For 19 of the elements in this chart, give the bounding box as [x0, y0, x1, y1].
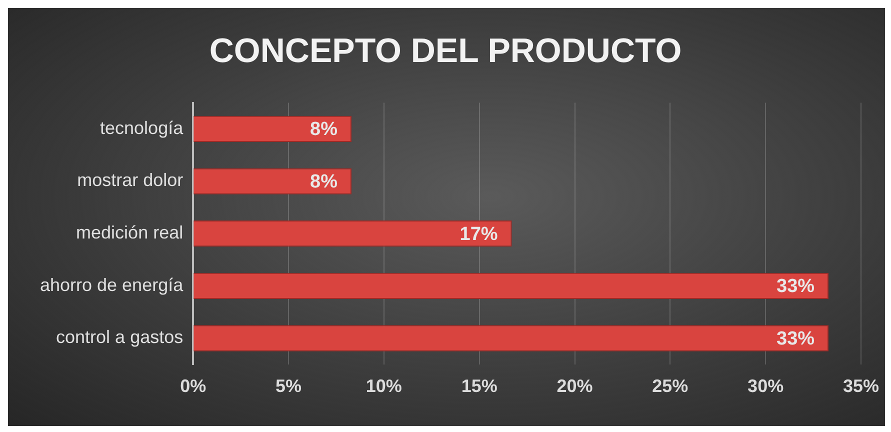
y-tick-label: medición real: [76, 222, 184, 243]
y-tick-label: control a gastos: [56, 327, 184, 348]
x-tick-label: 15%: [461, 376, 498, 396]
x-tick-label: 30%: [748, 376, 784, 396]
data-label: 8%: [310, 172, 338, 193]
x-tick-label: 20%: [556, 376, 593, 396]
y-tick-label: tecnología: [100, 118, 184, 138]
x-tick-label: 25%: [652, 376, 688, 396]
x-tick-label: 35%: [842, 376, 879, 396]
y-tick-label: ahorro de energía: [40, 274, 184, 295]
x-tick-label: 0%: [180, 376, 206, 396]
x-tick-label: 5%: [276, 376, 302, 396]
y-tick-label: mostrar dolor: [77, 170, 184, 190]
data-label: 8%: [310, 119, 338, 140]
data-label: 17%: [460, 224, 498, 245]
data-label: 33%: [776, 276, 815, 298]
chart-title: CONCEPTO DEL PRODUCTO: [209, 32, 682, 70]
data-label: 33%: [776, 328, 815, 350]
x-tick-label: 10%: [366, 376, 402, 396]
